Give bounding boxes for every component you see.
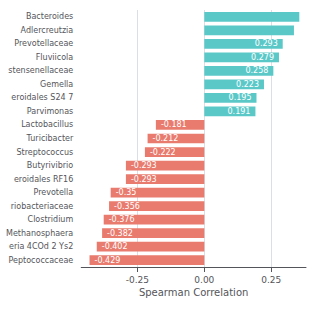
svg-text:Parvimonas: Parvimonas bbox=[27, 107, 73, 116]
svg-text:-0.356: -0.356 bbox=[114, 202, 140, 211]
svg-text:eroidales RF16: eroidales RF16 bbox=[14, 175, 73, 184]
svg-text:Gemella: Gemella bbox=[40, 80, 73, 89]
svg-text:Prevotellaceae: Prevotellaceae bbox=[14, 39, 73, 48]
svg-text:-0.293: -0.293 bbox=[131, 161, 157, 170]
svg-text:Peptococcaceae: Peptococcaceae bbox=[9, 256, 74, 265]
svg-text:eroidales S24 7: eroidales S24 7 bbox=[11, 93, 73, 102]
svg-text:0.00: 0.00 bbox=[194, 275, 214, 285]
svg-text:Methanosphaera: Methanosphaera bbox=[6, 229, 73, 238]
svg-text:Butyrivibrio: Butyrivibrio bbox=[27, 161, 73, 170]
svg-text:0.279: 0.279 bbox=[251, 53, 274, 62]
svg-text:Streptococcus: Streptococcus bbox=[17, 148, 74, 157]
svg-text:stensenellaceae: stensenellaceae bbox=[8, 66, 73, 75]
svg-text:0.258: 0.258 bbox=[245, 66, 268, 75]
svg-text:-0.35: -0.35 bbox=[116, 188, 137, 197]
svg-text:-0.376: -0.376 bbox=[109, 215, 135, 224]
svg-text:Clostridium: Clostridium bbox=[28, 215, 74, 224]
svg-text:-0.181: -0.181 bbox=[161, 120, 187, 129]
svg-text:0.293: 0.293 bbox=[255, 39, 278, 48]
svg-text:-0.429: -0.429 bbox=[95, 256, 121, 265]
svg-text:riobacteriaceae: riobacteriaceae bbox=[11, 202, 73, 211]
svg-text:Bacteroides: Bacteroides bbox=[26, 12, 73, 21]
svg-text:Adlercreutzia: Adlercreutzia bbox=[21, 26, 74, 35]
svg-text:-0.293: -0.293 bbox=[131, 175, 157, 184]
svg-text:Turicibacter: Turicibacter bbox=[26, 134, 74, 143]
svg-text:-0.402: -0.402 bbox=[102, 242, 128, 251]
svg-text:-0.222: -0.222 bbox=[150, 148, 176, 157]
svg-text:-0.212: -0.212 bbox=[153, 134, 179, 143]
svg-text:Lactobacillus: Lactobacillus bbox=[21, 120, 73, 129]
svg-text:eria 4COd 2 Ys2: eria 4COd 2 Ys2 bbox=[9, 242, 73, 251]
svg-text:Prevotella: Prevotella bbox=[33, 188, 73, 197]
svg-text:Spearman Correlation: Spearman Correlation bbox=[139, 287, 248, 298]
svg-text:0.191: 0.191 bbox=[228, 107, 251, 116]
svg-text:0.223: 0.223 bbox=[236, 80, 259, 89]
svg-text:0.195: 0.195 bbox=[229, 93, 252, 102]
svg-text:0.25: 0.25 bbox=[261, 275, 281, 285]
svg-text:-0.382: -0.382 bbox=[107, 229, 133, 238]
svg-text:Fluviicola: Fluviicola bbox=[36, 53, 74, 62]
svg-text:-0.25: -0.25 bbox=[126, 275, 149, 285]
